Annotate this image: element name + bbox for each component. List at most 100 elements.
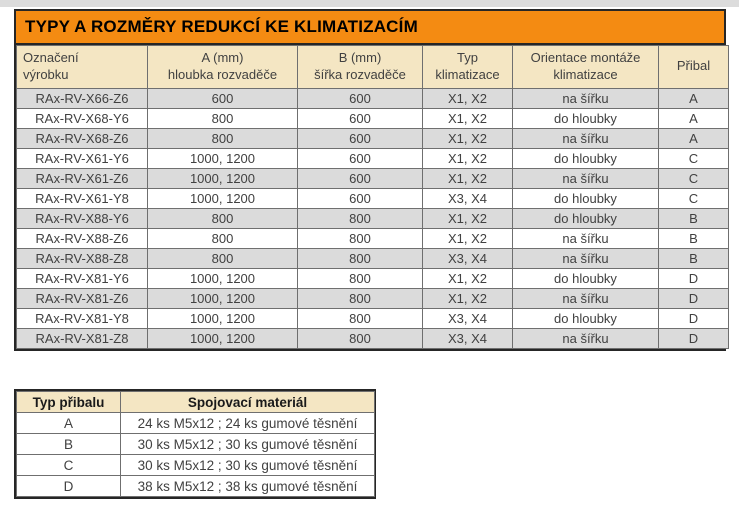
table-cell: na šířku xyxy=(512,227,659,249)
table-cell: X1, X2 xyxy=(422,167,513,189)
table-cell: D xyxy=(658,327,729,349)
accessories-table-block: Typ přibalu Spojovací materiál A 24 ks M5… xyxy=(14,389,376,499)
table-cell: D xyxy=(658,307,729,329)
table-cell: X3, X4 xyxy=(422,187,513,209)
table-cell: RAx-RV-X81-Z6 xyxy=(16,287,148,309)
table-cell: X1, X2 xyxy=(422,287,513,309)
table-cell: 800 xyxy=(147,247,298,269)
table-cell: 600 xyxy=(147,87,298,109)
header-row: Označení výrobku A (mm) hloubka rozvaděč… xyxy=(16,45,729,89)
table-cell: X3, X4 xyxy=(422,247,513,269)
table-row: RAx-RV-X88-Z6 800 800 X1, X2 na šířku B xyxy=(16,227,729,249)
table-cell: 800 xyxy=(297,247,423,269)
table-cell: 1000, 1200 xyxy=(147,167,298,189)
table-row: RAx-RV-X81-Y8 1000, 1200 800 X3, X4 do hloub… xyxy=(16,307,729,329)
table-cell: 1000, 1200 xyxy=(147,307,298,329)
table-cell: X3, X4 xyxy=(422,327,513,349)
table-cell: D xyxy=(16,475,121,497)
table-row: A 24 ks M5x12 ; 24 ks gumové těsnění xyxy=(16,412,375,434)
table-cell: 800 xyxy=(147,127,298,149)
table-cell: X3, X4 xyxy=(422,307,513,329)
table-cell: na šířku xyxy=(512,247,659,269)
table-row: D 38 ks M5x12 ; 38 ks gumové těsnění xyxy=(16,475,375,497)
table-row: B 30 ks M5x12 ; 30 ks gumové těsnění xyxy=(16,433,375,455)
table-cell: X1, X2 xyxy=(422,107,513,129)
table-row: RAx-RV-X68-Y6 800 600 X1, X2 do hloubky A xyxy=(16,107,729,129)
table-cell: RAx-RV-X61-Y6 xyxy=(16,147,148,169)
table-cell: 1000, 1200 xyxy=(147,327,298,349)
page-top-strip xyxy=(0,0,739,7)
column-header-oznaceni-vyrobku: Označení výrobku xyxy=(16,45,148,89)
table-cell: 800 xyxy=(297,227,423,249)
table-cell: 800 xyxy=(147,207,298,229)
table-cell: 800 xyxy=(297,207,423,229)
table-cell: 30 ks M5x12 ; 30 ks gumové těsnění xyxy=(120,454,375,476)
table-row: RAx-RV-X88-Z8 800 800 X3, X4 na šířku B xyxy=(16,247,729,269)
table-cell: do hloubky xyxy=(512,267,659,289)
table-cell: B xyxy=(658,207,729,229)
table-cell: 800 xyxy=(297,287,423,309)
table-cell: 600 xyxy=(297,127,423,149)
table-cell: na šířku xyxy=(512,127,659,149)
table-cell: 800 xyxy=(297,307,423,329)
accessories-table: Typ přibalu Spojovací materiál A 24 ks M5… xyxy=(16,391,375,497)
table-row: RAx-RV-X81-Z8 1000, 1200 800 X3, X4 na šířku… xyxy=(16,327,729,349)
table-cell: do hloubky xyxy=(512,307,659,329)
table-cell: RAx-RV-X88-Y6 xyxy=(16,207,148,229)
table-cell: X1, X2 xyxy=(422,227,513,249)
table-cell: RAx-RV-X81-Y6 xyxy=(16,267,148,289)
table-row: C 30 ks M5x12 ; 30 ks gumové těsnění xyxy=(16,454,375,476)
accessories-table-body: A 24 ks M5x12 ; 24 ks gumové těsnění B 30 k… xyxy=(16,412,375,497)
table-cell: 1000, 1200 xyxy=(147,267,298,289)
table-cell: X1, X2 xyxy=(422,207,513,229)
table-cell: RAx-RV-X68-Z6 xyxy=(16,127,148,149)
table-cell: D xyxy=(658,287,729,309)
table-cell: C xyxy=(658,167,729,189)
table-row: RAx-RV-X88-Y6 800 800 X1, X2 do hloubky B xyxy=(16,207,729,229)
table-cell: 600 xyxy=(297,167,423,189)
table-cell: 30 ks M5x12 ; 30 ks gumové těsnění xyxy=(120,433,375,455)
table-cell: do hloubky xyxy=(512,107,659,129)
table-cell: 1000, 1200 xyxy=(147,187,298,209)
column-header-pribal: Přibal xyxy=(658,45,729,89)
table-cell: B xyxy=(658,227,729,249)
table-cell: do hloubky xyxy=(512,147,659,169)
table-cell: RAx-RV-X81-Y8 xyxy=(16,307,148,329)
dimensions-table-body: RAx-RV-X66-Z6 600 600 X1, X2 na šířku A RAx-RV… xyxy=(16,87,729,349)
table-cell: X1, X2 xyxy=(422,87,513,109)
table-cell: na šířku xyxy=(512,287,659,309)
table-cell: na šířku xyxy=(512,87,659,109)
dimensions-table-block: TYPY A ROZMĚRY REDUKCÍ KE KLIMATIZACÍM O… xyxy=(14,9,729,351)
table-cell: 800 xyxy=(297,267,423,289)
table-cell: 24 ks M5x12 ; 24 ks gumové těsnění xyxy=(120,412,375,434)
table-row: RAx-RV-X68-Z6 800 600 X1, X2 na šířku A xyxy=(16,127,729,149)
table-cell: 800 xyxy=(147,227,298,249)
table-cell: A xyxy=(16,412,121,434)
table-cell: RAx-RV-X68-Y6 xyxy=(16,107,148,129)
table-cell: RAx-RV-X66-Z6 xyxy=(16,87,148,109)
header-row: Typ přibalu Spojovací materiál xyxy=(16,391,375,413)
column-header-orientace-montaze: Orientace montáže klimatizace xyxy=(512,45,659,89)
table-cell: do hloubky xyxy=(512,207,659,229)
table-cell: RAx-RV-X81-Z8 xyxy=(16,327,148,349)
table-cell: A xyxy=(658,127,729,149)
table-cell: RAx-RV-X88-Z8 xyxy=(16,247,148,269)
table-cell: 38 ks M5x12 ; 38 ks gumové těsnění xyxy=(120,475,375,497)
table-row: RAx-RV-X81-Y6 1000, 1200 800 X1, X2 do hloub… xyxy=(16,267,729,289)
table-cell: 1000, 1200 xyxy=(147,287,298,309)
table-cell: 1000, 1200 xyxy=(147,147,298,169)
table-cell: RAx-RV-X61-Y8 xyxy=(16,187,148,209)
table-cell: 600 xyxy=(297,107,423,129)
table-cell: 600 xyxy=(297,87,423,109)
column-header-typ-klimatizace: Typ klimatizace xyxy=(422,45,513,89)
table-cell: B xyxy=(16,433,121,455)
table-cell: C xyxy=(658,187,729,209)
dimensions-table: Označení výrobku A (mm) hloubka rozvaděč… xyxy=(16,45,729,349)
table-cell: 600 xyxy=(297,147,423,169)
table-cell: 800 xyxy=(147,107,298,129)
table-cell: D xyxy=(658,267,729,289)
table-cell: RAx-RV-X88-Z6 xyxy=(16,227,148,249)
table-cell: na šířku xyxy=(512,167,659,189)
table-cell: C xyxy=(658,147,729,169)
table-row: RAx-RV-X61-Z6 1000, 1200 600 X1, X2 na šířku… xyxy=(16,167,729,189)
